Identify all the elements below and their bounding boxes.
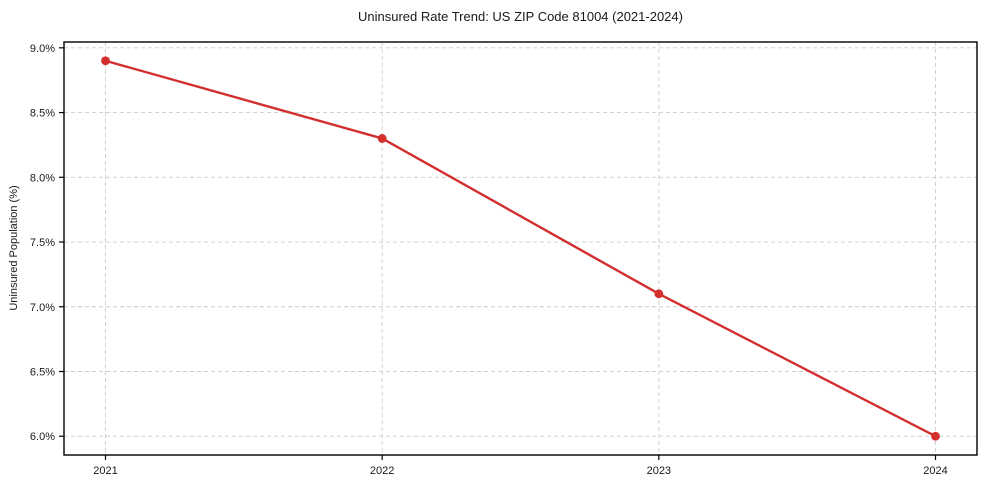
y-tick-label: 6.0% — [30, 431, 55, 443]
y-tick-label: 6.5% — [30, 366, 55, 378]
x-tick-label: 2023 — [647, 465, 671, 477]
y-tick-label: 7.0% — [30, 302, 55, 314]
y-tick-label: 9.0% — [30, 43, 55, 55]
data-point — [931, 431, 940, 441]
data-point — [654, 289, 664, 299]
y-tick-label: 8.5% — [30, 108, 55, 120]
trend-line — [104, 59, 937, 438]
y-tick-label: 8.0% — [30, 172, 55, 184]
data-point — [101, 56, 110, 66]
data-point — [377, 134, 387, 143]
chart-title: Uninsured Rate Trend: US ZIP Code 81004 … — [358, 9, 683, 24]
y-tick-label: 7.5% — [30, 237, 55, 249]
x-tick-label: 2022 — [370, 465, 394, 477]
x-tick-label: 2024 — [923, 465, 947, 477]
x-tick-label: 2021 — [93, 465, 117, 477]
plot-border — [63, 41, 978, 456]
